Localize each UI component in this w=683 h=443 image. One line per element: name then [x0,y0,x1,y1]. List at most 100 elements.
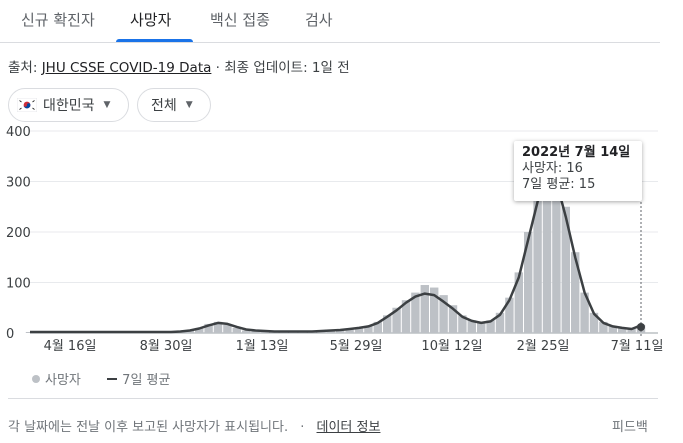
deaths-bar [458,315,467,333]
deaths-bar [420,285,429,333]
tab-vaccination[interactable]: 백신 접종 [210,11,270,29]
deaths-bar [279,331,288,333]
deaths-bar [242,330,251,333]
deaths-bar [618,327,627,333]
deaths-bar [486,320,495,333]
deaths-bar [101,331,110,333]
tooltip-average: 7일 평균: 15 [522,177,596,192]
deaths-bar [608,325,617,333]
chart-tooltip: 2022년 7월 14일 사망자: 16 7일 평균: 15 [514,141,642,201]
hover-point [637,323,645,331]
deaths-bar [364,325,373,333]
x-tick-label: 8월 30일 [140,339,193,354]
deaths-bar [82,331,91,333]
deaths-bar [599,321,608,333]
deaths-bar [260,331,270,333]
deaths-bar [157,331,166,333]
deaths-bar [448,305,458,333]
bar-legend-swatch [32,375,40,383]
deaths-bar [345,328,354,333]
deaths-bar [571,252,580,333]
deaths-bar [195,327,204,333]
data-info-link[interactable]: 데이터 정보 [316,420,381,435]
deaths-bar [580,292,589,333]
line-legend-swatch [107,378,118,380]
tooltip-deaths: 사망자: 16 [522,161,583,176]
deaths-bar [72,331,82,333]
deaths-bar [336,329,345,333]
divider [8,398,658,399]
footer-note: 각 날짜에는 전날 이후 보고된 사망자가 표시됩니다. · 데이터 정보 [8,416,380,435]
deaths-bar [317,330,326,333]
footer-text: 각 날짜에는 전날 이후 보고된 사망자가 표시됩니다. [8,420,289,435]
deaths-bar [477,322,486,333]
deaths-bar [505,297,514,333]
deaths-bar [289,331,298,333]
chevron-down-icon: ▼ [103,100,111,110]
source-line: 출처: JHU CSSE COVID-19 Data · 최종 업데이트: 1일… [8,56,350,76]
korea-flag-icon [17,98,37,112]
deaths-bar [54,331,63,333]
deaths-bar [35,331,44,333]
deaths-bar [392,307,401,333]
deaths-bar [373,321,382,333]
scope-dropdown[interactable]: 전체 ▼ [137,88,211,122]
deaths-bar [138,331,147,333]
region-label: 대한민국 [43,98,95,114]
deaths-bar [251,330,260,333]
tab-new-cases[interactable]: 신규 확진자 [21,11,95,29]
deaths-bar [627,328,636,333]
deaths-bar [524,232,533,333]
legend-average: 7일 평균 [122,373,171,388]
deaths-bar [589,312,599,333]
deaths-bar [270,331,279,333]
deaths-bar [430,287,439,333]
deaths-bar [533,186,542,333]
deaths-bar [119,331,129,333]
scope-label: 전체 [151,98,177,114]
deaths-bar [63,331,72,333]
deaths-bar [232,327,241,333]
deaths-bar [185,329,194,333]
source-suffix: · 최종 업데이트: 1일 전 [211,60,350,76]
x-tick-label: 10월 12일 [421,339,482,354]
deaths-bar [166,331,176,333]
deaths-bar [213,321,223,333]
deaths-bar [176,330,185,333]
deaths-bar [467,320,476,333]
tab-bar: 신규 확진자 사망자 백신 접종 검사 [0,0,660,43]
deaths-bar [636,324,646,333]
deaths-bar [326,330,335,333]
deaths-bar [298,331,307,333]
deaths-bar [25,331,35,333]
region-dropdown[interactable]: 대한민국 ▼ [8,88,129,122]
deaths-bar [91,331,100,333]
y-tick-label: 0 [6,327,14,342]
y-tick-label: 400 [6,125,31,140]
source-prefix: 출처: [8,60,38,76]
deaths-bar [561,206,570,333]
x-tick-label: 5월 29일 [330,339,383,354]
deaths-bar [401,300,411,333]
x-tick-label: 1월 13일 [236,339,289,354]
deaths-bar [129,331,138,333]
deaths-bar [110,331,119,333]
active-tab-indicator [116,39,193,42]
feedback-link[interactable]: 피드백 [612,420,648,435]
tab-deaths[interactable]: 사망자 [130,11,172,29]
deaths-bar [354,327,364,333]
deaths-bar [495,312,505,333]
y-tick-label: 300 [6,176,31,191]
deaths-bar [44,331,53,333]
deaths-bar [514,272,523,333]
deaths-bar [439,295,448,333]
chart-legend: 사망자 7일 평균 [32,369,170,388]
y-tick-label: 100 [6,277,31,292]
chevron-down-icon: ▼ [185,100,193,110]
deaths-bar [307,331,317,333]
y-tick-label: 200 [6,226,31,241]
tab-testing[interactable]: 검사 [305,11,333,29]
legend-deaths: 사망자 [45,373,81,388]
source-link[interactable]: JHU CSSE COVID-19 Data [41,60,212,76]
deaths-bar [148,331,157,333]
